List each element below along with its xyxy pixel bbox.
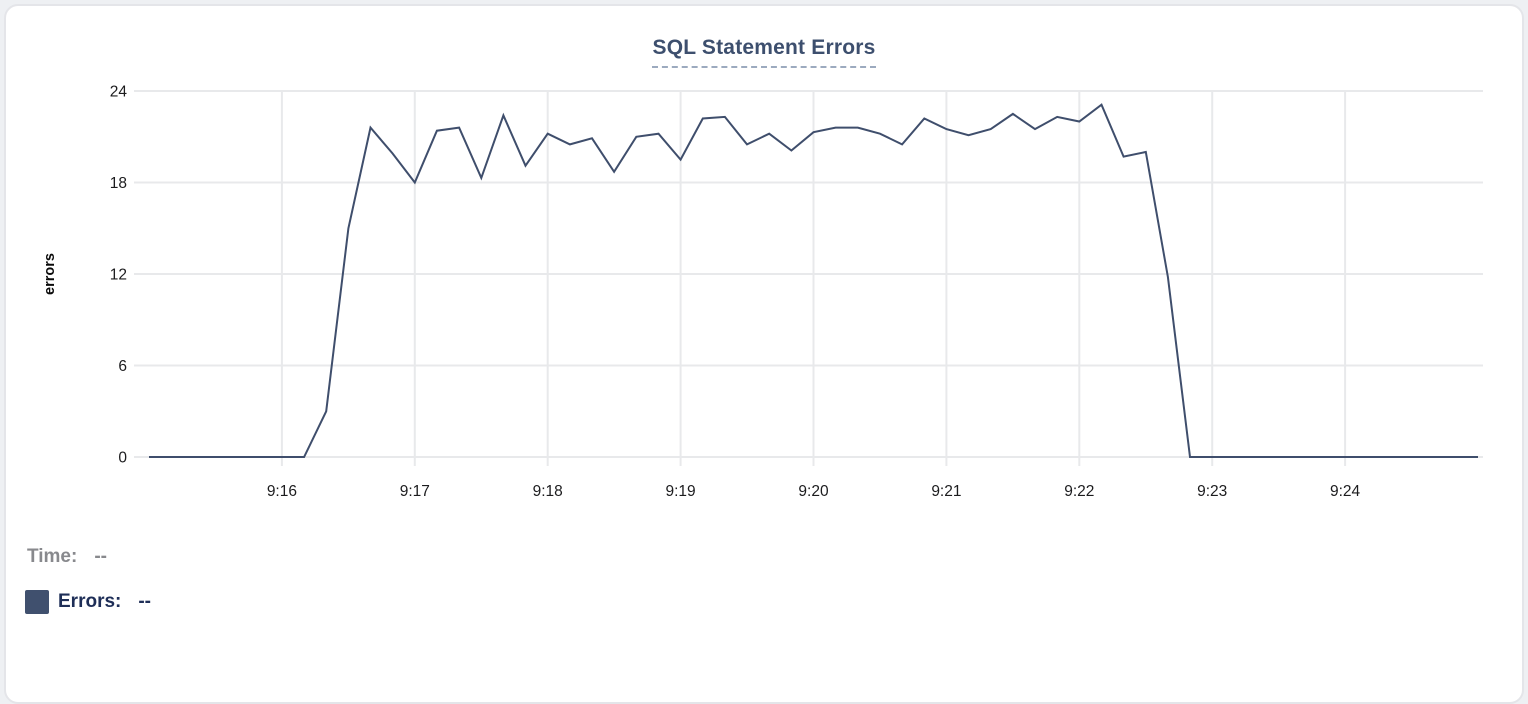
y-tick-label: 0 <box>118 450 127 467</box>
chart-header: SQL Statement Errors <box>6 36 1522 68</box>
y-tick-label: 24 <box>110 84 128 101</box>
x-tick-label: 9:17 <box>400 483 430 500</box>
errors-value: -- <box>138 591 152 612</box>
y-tick-label: 12 <box>110 267 127 284</box>
time-value: -- <box>94 546 107 567</box>
x-tick-label: 9:16 <box>267 483 297 500</box>
chart-title[interactable]: SQL Statement Errors <box>652 36 876 68</box>
errors-line-chart[interactable]: 9:16 9:17 9:18 9:19 9:20 9:21 9:22 9:23 9:24 0 6 12… <box>6 6 1528 654</box>
x-tick-label: 9:23 <box>1197 483 1227 500</box>
x-tick-label: 9:20 <box>798 483 829 500</box>
x-tick-label: 9:24 <box>1330 483 1361 500</box>
errors-line <box>149 103 1478 458</box>
errors-label: Errors: <box>58 591 122 612</box>
x-tick-label: 9:19 <box>666 483 696 500</box>
y-axis-title: errors <box>42 253 58 295</box>
legend-time-row: Time: -- <box>27 546 107 568</box>
time-label: Time: <box>27 546 78 567</box>
x-tick-label: 9:18 <box>533 483 563 500</box>
y-tick-label: 18 <box>110 175 127 192</box>
x-tick-label: 9:22 <box>1064 483 1094 500</box>
y-tick-label: 6 <box>118 358 127 375</box>
x-tick-label: 9:21 <box>931 483 961 500</box>
chart-card: SQL Statement Errors 9:16 9:17 9:18 9:19 9:2… <box>4 4 1524 704</box>
legend-errors-row: Errors: -- <box>25 590 151 614</box>
errors-series-swatch <box>25 590 49 614</box>
